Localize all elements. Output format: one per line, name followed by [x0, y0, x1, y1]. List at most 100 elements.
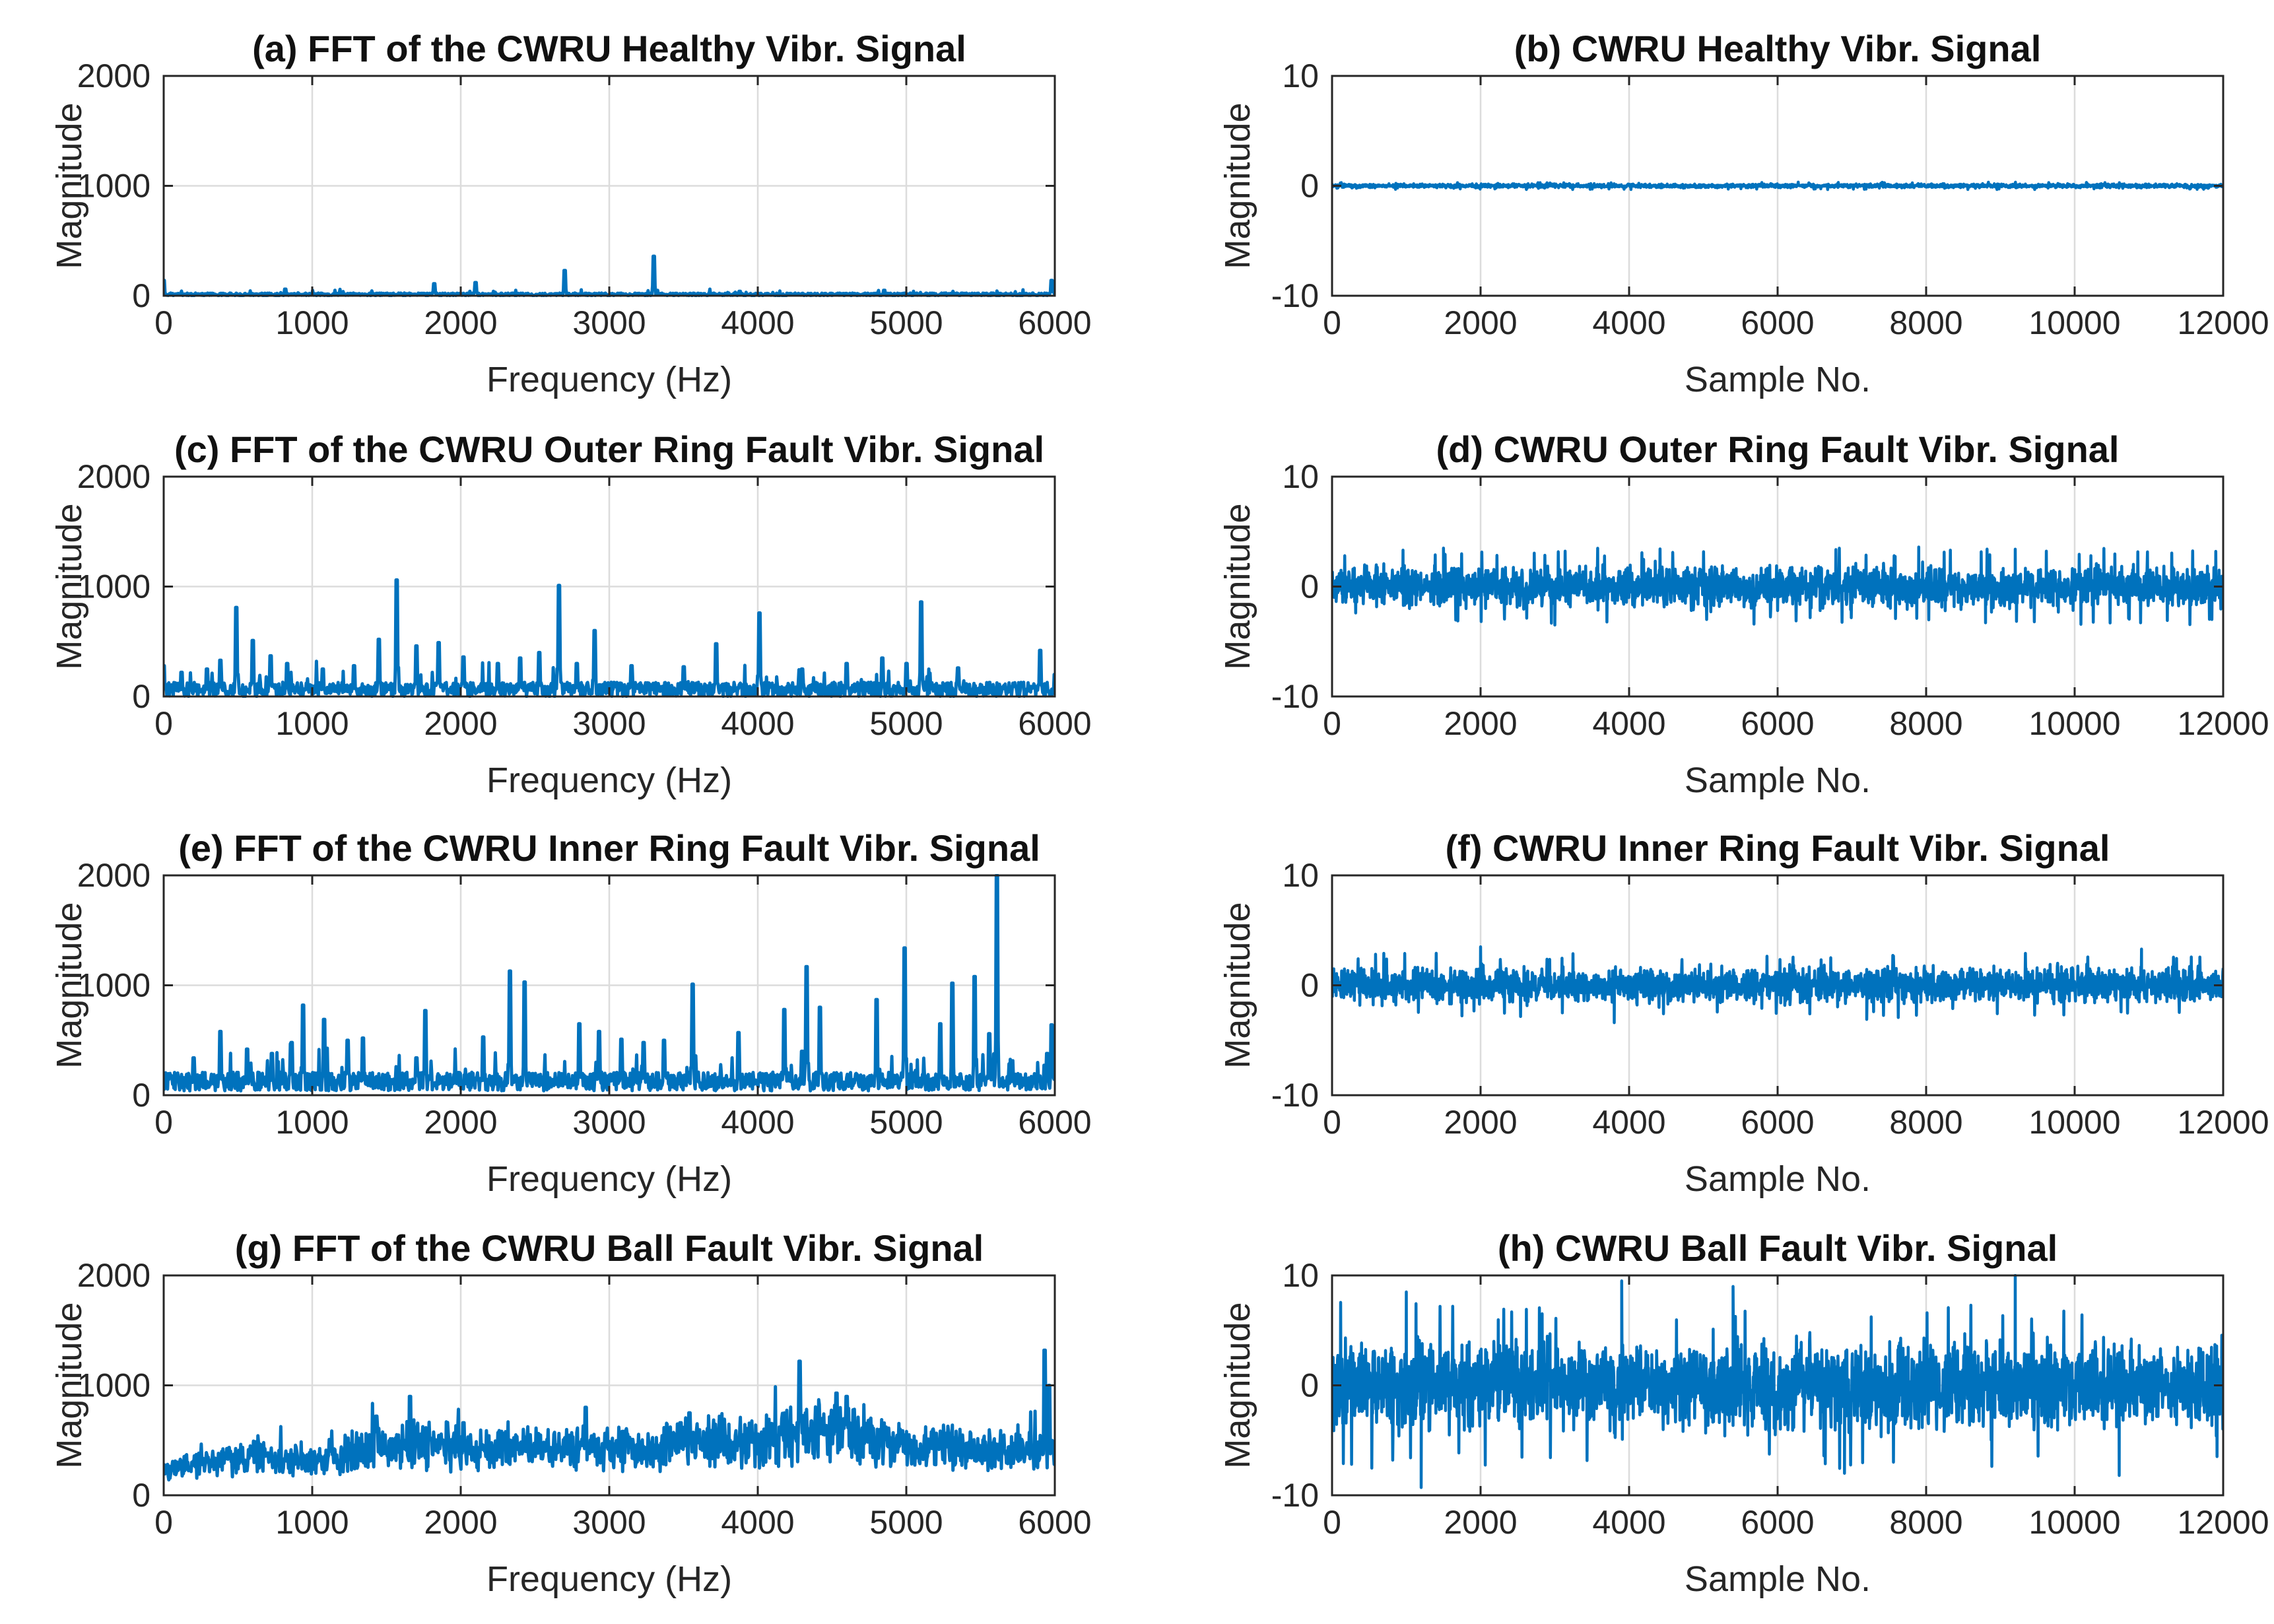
x-tick-label: 6000: [1018, 1504, 1091, 1541]
chart-title: (h) CWRU Ball Fault Vibr. Signal: [1498, 1227, 2057, 1269]
y-tick-label: 0: [1300, 967, 1319, 1004]
x-tick-label: 4000: [721, 1504, 794, 1541]
x-tick-label: 6000: [1741, 1104, 1814, 1141]
y-axis-label: Magnitude: [1218, 503, 1257, 669]
x-tick-label: 12000: [2177, 304, 2269, 341]
series-line: [1332, 180, 2223, 191]
x-tick-label: 8000: [1889, 1504, 1962, 1541]
x-tick-label: 3000: [572, 304, 646, 341]
x-axis-label: Sample No.: [1685, 761, 1871, 800]
y-tick-label: 0: [132, 1477, 150, 1514]
x-tick-label: 10000: [2028, 1504, 2120, 1541]
x-tick-label: 1000: [275, 705, 349, 742]
x-tick-label: 4000: [721, 705, 794, 742]
x-tick-label: 8000: [1889, 1104, 1962, 1141]
y-tick-label: 0: [1300, 168, 1319, 205]
panel-c: 0 1000 2000 3000 4000 5000 6000 0 1000 2000 (c) FF…: [50, 428, 1092, 800]
x-tick-label: 5000: [869, 304, 943, 341]
y-axis-label: Magnitude: [50, 102, 89, 269]
y-tick-label: 2000: [77, 57, 150, 94]
y-tick-label: 0: [132, 277, 150, 314]
x-tick-label: 6000: [1741, 1504, 1814, 1541]
panel-e: 0 1000 2000 3000 4000 5000 6000 0 1000 2000 (e) FF…: [50, 827, 1092, 1199]
series-line: [1332, 945, 2223, 1025]
x-axis-label: Frequency (Hz): [486, 1159, 732, 1199]
x-axis-label: Frequency (Hz): [486, 1559, 732, 1599]
y-tick-label: -10: [1271, 1477, 1319, 1514]
x-tick-label: 6000: [1018, 705, 1091, 742]
x-tick-label: 0: [154, 705, 173, 742]
x-tick-label: 0: [154, 1104, 173, 1141]
x-tick-label: 4000: [1592, 705, 1665, 742]
x-tick-label: 10000: [2028, 705, 2120, 742]
x-tick-label: 4000: [1592, 1104, 1665, 1141]
y-tick-label: 0: [1300, 568, 1319, 605]
y-tick-label: 1000: [77, 568, 150, 605]
panel-a: 0 1000 2000 3000 4000 5000 6000 0 1000 2000 (a) FF…: [50, 28, 1092, 399]
x-tick-label: 12000: [2177, 1104, 2269, 1141]
x-tick-label: 2000: [1444, 705, 1517, 742]
y-tick-label: -10: [1271, 277, 1319, 314]
x-tick-label: 1000: [275, 1504, 349, 1541]
x-tick-label: 5000: [869, 1504, 943, 1541]
y-tick-label: 0: [132, 678, 150, 715]
x-tick-label: 4000: [1592, 1504, 1665, 1541]
y-tick-label: 0: [132, 1077, 150, 1114]
chart-title: (g) FFT of the CWRU Ball Fault Vibr. Sig…: [235, 1227, 984, 1269]
y-tick-label: 0: [1300, 1367, 1319, 1404]
y-tick-label: 1000: [77, 168, 150, 205]
chart-title: (b) CWRU Healthy Vibr. Signal: [1514, 28, 2042, 69]
x-axis-label: Frequency (Hz): [486, 360, 732, 399]
y-tick-label: 10: [1282, 857, 1319, 894]
series-line: [1332, 545, 2223, 627]
x-tick-label: 2000: [424, 304, 497, 341]
x-axis-label: Frequency (Hz): [486, 761, 732, 800]
y-tick-label: 1000: [77, 967, 150, 1004]
x-axis-label: Sample No.: [1685, 1159, 1871, 1199]
x-axis-label: Sample No.: [1685, 360, 1871, 399]
x-tick-label: 3000: [572, 705, 646, 742]
y-tick-label: 1000: [77, 1367, 150, 1404]
x-tick-label: 3000: [572, 1504, 646, 1541]
series-line: [1332, 1274, 2223, 1489]
y-axis-label: Magnitude: [1218, 1302, 1257, 1468]
x-tick-label: 4000: [721, 1104, 794, 1141]
x-tick-label: 6000: [1741, 705, 1814, 742]
x-tick-label: 2000: [424, 1504, 497, 1541]
x-tick-label: 10000: [2028, 304, 2120, 341]
x-tick-label: 5000: [869, 1104, 943, 1141]
y-axis-label: Magnitude: [50, 1302, 89, 1468]
y-axis-label: Magnitude: [50, 503, 89, 669]
x-tick-label: 6000: [1018, 304, 1091, 341]
x-tick-label: 2000: [424, 1104, 497, 1141]
x-tick-label: 2000: [424, 705, 497, 742]
x-tick-label: 3000: [572, 1104, 646, 1141]
y-tick-label: 2000: [77, 1257, 150, 1294]
chart-title: (d) CWRU Outer Ring Fault Vibr. Signal: [1436, 428, 2120, 470]
panel-g: 0 1000 2000 3000 4000 5000 6000 0 1000 2000 (g) FF…: [50, 1227, 1092, 1599]
y-tick-label: -10: [1271, 678, 1319, 715]
x-tick-label: 8000: [1889, 705, 1962, 742]
y-axis-label: Magnitude: [50, 902, 89, 1068]
x-tick-label: 12000: [2177, 1504, 2269, 1541]
x-tick-label: 0: [1323, 1104, 1341, 1141]
y-tick-label: 10: [1282, 1257, 1319, 1294]
y-axis-label: Magnitude: [1218, 902, 1257, 1068]
x-tick-label: 10000: [2028, 1104, 2120, 1141]
x-tick-label: 6000: [1741, 304, 1814, 341]
chart-title: (e) FFT of the CWRU Inner Ring Fault Vib…: [178, 827, 1040, 869]
y-tick-label: 2000: [77, 458, 150, 495]
x-tick-label: 0: [154, 304, 173, 341]
x-tick-label: 2000: [1444, 1504, 1517, 1541]
x-tick-label: 4000: [1592, 304, 1665, 341]
chart-title: (f) CWRU Inner Ring Fault Vibr. Signal: [1446, 827, 2110, 869]
y-axis-label: Magnitude: [1218, 102, 1257, 269]
x-tick-label: 2000: [1444, 1104, 1517, 1141]
x-tick-label: 1000: [275, 304, 349, 341]
x-tick-label: 4000: [721, 304, 794, 341]
chart-title: (a) FFT of the CWRU Healthy Vibr. Signal: [252, 28, 966, 69]
